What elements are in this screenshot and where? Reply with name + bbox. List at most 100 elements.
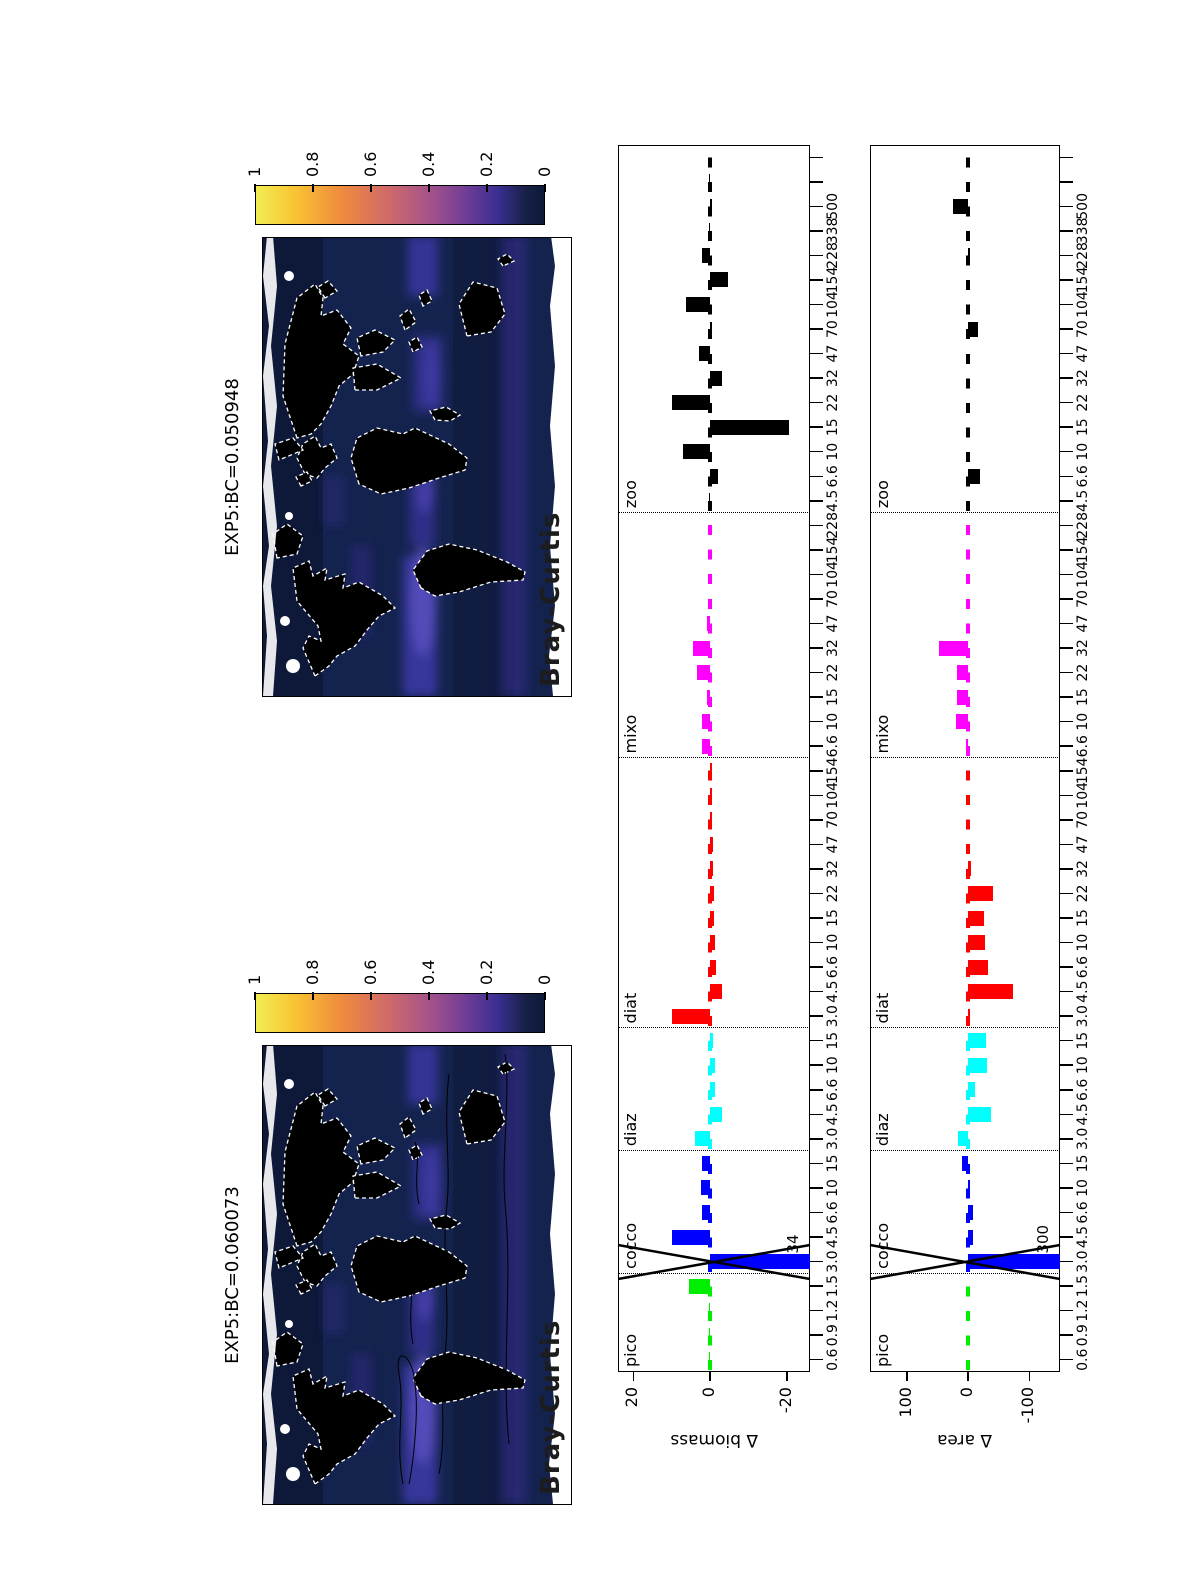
axis-tick — [1060, 990, 1073, 993]
axis-tick — [810, 794, 823, 797]
value-tick-label: -100 — [1018, 1387, 1038, 1424]
axis-tick — [1060, 181, 1073, 183]
group-label: zoo — [873, 480, 892, 509]
axis-tick — [810, 303, 823, 306]
offscale-value-label: 300 — [1034, 1224, 1052, 1254]
axis-tick — [810, 598, 823, 600]
axis-tick — [1060, 1015, 1073, 1017]
colorbar-tick-label: 0.6 — [361, 959, 380, 985]
axis-tick — [1060, 1334, 1073, 1336]
bar — [955, 714, 969, 730]
group-separator — [618, 512, 810, 514]
axis-tick — [1060, 573, 1073, 576]
axis-tick — [810, 990, 823, 993]
colorbar-tick — [254, 184, 256, 192]
bar — [708, 1327, 711, 1343]
bar — [710, 370, 723, 386]
bar — [710, 984, 722, 1000]
axis-tick — [810, 843, 823, 846]
group-label: mixo — [873, 714, 892, 754]
bar — [710, 763, 713, 779]
bar — [702, 1205, 711, 1220]
bar — [968, 321, 978, 337]
bar — [968, 1106, 991, 1122]
colorbar-tick — [428, 184, 430, 192]
axis-tick — [1060, 622, 1073, 625]
bar — [685, 297, 711, 313]
bar — [710, 885, 714, 901]
axis-tick — [810, 1236, 823, 1238]
bar — [710, 959, 716, 975]
axis-tick — [1060, 156, 1073, 159]
group-label: pico — [621, 1333, 640, 1367]
bar — [952, 198, 969, 214]
bar — [710, 910, 714, 926]
axis-tick — [1060, 328, 1073, 330]
bar — [968, 1229, 973, 1245]
axis-tick — [1060, 230, 1073, 232]
bar — [968, 1082, 975, 1098]
colorbar-tick-label: 0 — [535, 166, 554, 177]
axis-tick — [810, 1138, 823, 1140]
bar — [710, 1057, 715, 1073]
colorbar-tick — [544, 184, 546, 192]
axis-tick — [1060, 524, 1073, 527]
axis-tick — [1060, 1260, 1073, 1263]
bar — [968, 885, 993, 901]
axis-tick — [1060, 1358, 1073, 1361]
axis-tick — [1060, 205, 1073, 208]
colorbar-tick — [370, 184, 372, 192]
axis-tick — [810, 328, 823, 330]
colorbar-tick-label: 0.2 — [477, 959, 496, 985]
bar — [968, 984, 1013, 1000]
axis-tick — [1060, 426, 1073, 428]
axis-tick — [810, 1309, 823, 1312]
bar — [710, 787, 713, 803]
axis-tick — [1060, 1138, 1073, 1140]
bar — [708, 1352, 711, 1368]
bar — [708, 1303, 711, 1319]
chart-panel-frame — [870, 145, 1060, 1372]
map1-frame — [262, 1045, 572, 1505]
map2-colorbar-labels: 0 0.2 0.4 0.6 0.8 1 — [245, 115, 554, 225]
axis-tick — [1060, 549, 1073, 551]
axis-tick — [1060, 794, 1073, 797]
chart-panel-frame — [618, 145, 810, 1372]
offscale-value-label: 34 — [784, 1234, 802, 1254]
bar — [710, 198, 712, 214]
value-tick-label: 0 — [699, 1387, 719, 1398]
axis-tick — [1060, 598, 1073, 600]
axis-tick — [810, 647, 823, 649]
axis-tick — [810, 279, 823, 281]
axis-tick — [810, 254, 823, 257]
axis-tick — [810, 573, 823, 576]
bar — [968, 1057, 988, 1073]
axis-tick — [1060, 966, 1073, 968]
bar — [707, 616, 711, 632]
axis-tick — [810, 181, 823, 183]
axis-tick — [1060, 279, 1073, 281]
axis-tick — [1060, 941, 1073, 944]
bar — [702, 247, 711, 263]
axis-tick — [810, 230, 823, 232]
size-tick-label: 500 — [1075, 193, 1091, 220]
bar — [700, 1180, 711, 1196]
colorbar-tick-label: 0.4 — [419, 959, 438, 985]
axis-tick — [1060, 254, 1073, 257]
colorbar-tick — [312, 992, 314, 1000]
axis-tick — [1060, 696, 1073, 698]
bar — [702, 714, 711, 730]
colorbar-tick — [544, 992, 546, 1000]
axis-tick — [810, 1285, 823, 1287]
group-label: pico — [873, 1333, 892, 1367]
bar — [692, 640, 711, 656]
axis-tick — [810, 720, 823, 723]
map2-title: EXP5:BC=0.050948 — [222, 378, 243, 556]
bar — [671, 1008, 711, 1024]
bar — [968, 247, 970, 263]
map2-overlay-label: Bray-Curtis — [536, 511, 566, 687]
bar — [968, 1180, 970, 1196]
colorbar-tick-label: 0.4 — [419, 151, 438, 177]
bar — [708, 493, 711, 509]
